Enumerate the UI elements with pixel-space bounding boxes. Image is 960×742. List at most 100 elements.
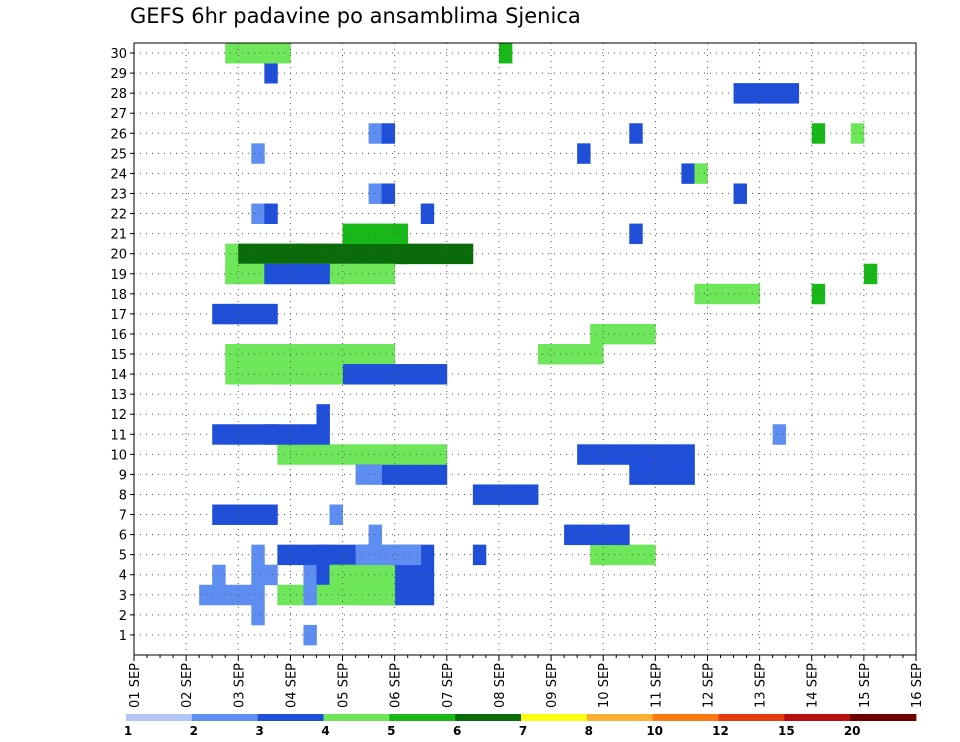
heatmap-cell [863,263,878,285]
heatmap-cell [264,364,278,385]
heatmap-cell [785,83,800,104]
x-tick-label: 10 SEP [597,663,612,708]
heatmap-cell [668,464,682,485]
heatmap-cell [564,343,578,365]
colorbar-label: 1 [124,724,132,738]
heatmap-cell [629,323,643,345]
heatmap-cell [303,584,317,606]
grid-lines [134,43,916,655]
y-tick-label: 9 [119,468,127,483]
x-tick-label: 07 SEP [441,663,456,708]
heatmap-cell [316,544,330,566]
y-tick-label: 6 [119,529,127,544]
heatmap-cell [225,243,239,265]
colorbar-segment [389,714,456,721]
heatmap-cell [759,83,774,104]
heatmap-cell [303,243,317,265]
heatmap-cell [381,223,396,245]
heatmap-cell [394,223,409,245]
colorbar-segment [521,714,588,721]
x-tick-label: 06 SEP [389,663,404,708]
heatmap-cell [251,43,265,64]
heatmap-cell [290,263,304,285]
heatmap-cell [303,544,317,566]
heatmap-cell [225,43,239,64]
heatmap-cell [238,504,252,525]
heatmap-cell [251,504,265,525]
heatmap-cell [316,444,330,465]
heatmap-cell [264,43,278,64]
y-tick-label: 7 [119,509,127,524]
heatmap-cell [746,83,760,104]
x-tick-label: 13 SEP [754,663,769,708]
heatmap-cell [603,444,617,465]
heatmap-cell [368,343,383,365]
heatmap-cell [316,424,330,445]
colorbar-label: 2 [190,724,198,738]
heatmap-cell [707,283,721,305]
colorbar-segment [586,714,654,721]
colorbar-segment [455,714,522,721]
heatmap-cell [577,143,591,164]
heatmap-cell [251,203,265,224]
heatmap-cell [498,43,513,64]
heatmap-cell [342,364,356,385]
x-tick-label: 02 SEP [180,663,195,708]
heatmap-cell [238,343,252,365]
heatmap-cell [720,283,734,305]
heatmap-cell [251,544,265,566]
heatmap-cell [420,584,435,606]
heatmap-cell [251,604,265,626]
x-tick-label: 05 SEP [337,663,352,708]
heatmap-cell [342,444,356,465]
heatmap-cell [368,243,383,265]
colorbar-label: 4 [321,724,329,738]
y-tick-label: 26 [110,127,127,142]
colorbar-label: 8 [585,724,593,738]
y-tick-label: 28 [110,87,127,102]
y-tick-label: 27 [110,107,127,122]
heatmap-cell [264,424,278,445]
heatmap-cell [394,584,409,606]
heatmap-cell [316,404,330,425]
heatmap-cell [264,303,278,325]
heatmap-cell [394,243,409,265]
heatmap-cell [381,263,396,285]
heatmap-cell [264,243,278,265]
heatmap-cell [251,564,265,586]
heatmap-cell [238,303,252,325]
y-tick-label: 30 [110,47,127,62]
y-tick-label: 19 [110,268,127,283]
colorbar-label: 5 [387,724,395,738]
heatmap-cell [368,584,383,606]
y-tick-label: 14 [110,368,127,383]
heatmap-cell [251,343,265,365]
heatmap-cell [238,243,252,265]
heatmap-cell [642,464,656,485]
heatmap-cell [251,243,265,265]
x-tick-label: 15 SEP [858,663,873,708]
colorbar-segment [784,714,851,721]
heatmap-cell [577,524,591,546]
heatmap-cell [629,544,643,566]
heatmap-cell [394,464,409,485]
heatmap-cell [616,444,630,465]
heatmap-cell [498,484,513,505]
heatmap-cell [251,364,265,385]
heatmap-cell [329,444,343,465]
heatmap-cell [303,564,317,586]
heatmap-cell [381,444,396,465]
heatmap-cell [329,544,343,566]
y-tick-label: 5 [119,549,127,564]
y-tick-label: 12 [110,408,127,423]
colorbar-label: 3 [255,724,263,738]
heatmap-cell [381,343,396,365]
heatmap-cell [381,584,396,606]
colorbar-legend: 1 2 3 4 5 6 7 8 10 12 15 20 [124,714,917,738]
heatmap-cell [381,243,396,265]
heatmap-cell [603,323,617,345]
heatmap-cell [264,564,278,586]
heatmap-cell [264,504,278,525]
x-tick-label: 12 SEP [701,663,716,708]
heatmap-cell [446,243,461,265]
